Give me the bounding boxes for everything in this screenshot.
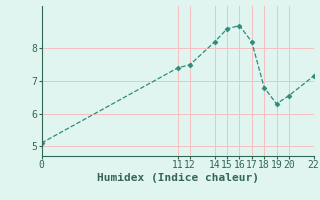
X-axis label: Humidex (Indice chaleur): Humidex (Indice chaleur): [97, 173, 259, 183]
